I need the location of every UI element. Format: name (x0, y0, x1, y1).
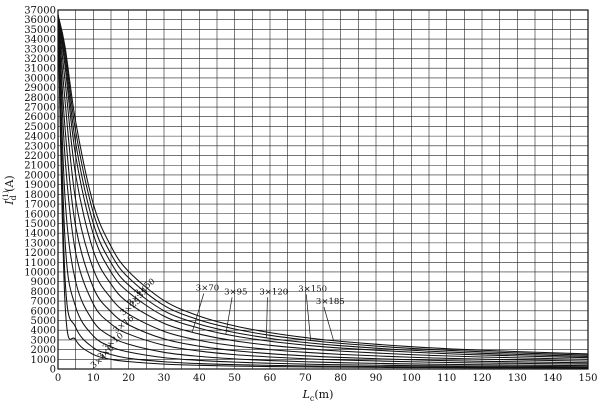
plot-frame (57, 9, 589, 370)
y-tick-label: 29000 (24, 83, 56, 94)
series-leader-line (266, 297, 268, 338)
series-leader-line (323, 306, 334, 341)
y-tick-label: 3000 (31, 335, 56, 346)
y-tick-label: 2000 (31, 345, 56, 356)
series-line (57, 14, 589, 364)
y-tick-label: 32000 (24, 54, 56, 65)
series-label: 3×70 (196, 283, 219, 293)
x-tick-label: 90 (370, 373, 383, 384)
series-leader-line (225, 297, 233, 335)
series-label: 3×95 (224, 287, 247, 297)
y-tick-label: 5000 (31, 316, 56, 327)
x-tick-label: 140 (543, 373, 562, 384)
x-tick-label: 80 (334, 373, 347, 384)
y-tick-label: 1000 (31, 355, 56, 366)
x-tick-label: 100 (402, 373, 421, 384)
y-axis-title: I(1)d (A) (2, 175, 18, 205)
y-tick-label: 33000 (24, 44, 56, 55)
y-tick-label: 11000 (24, 258, 56, 269)
y-tick-label: 24000 (24, 132, 56, 143)
x-tick-label: 120 (472, 373, 491, 384)
series-leader-line (191, 293, 205, 333)
y-tick-label: 15000 (24, 219, 56, 230)
x-tick-label: 70 (299, 373, 312, 384)
y-tick-label: 13000 (24, 238, 56, 249)
x-tick-label: 0 (55, 373, 61, 384)
x-tick-label: 150 (578, 373, 597, 384)
x-tick-label: 110 (437, 373, 456, 384)
y-tick-label: 36000 (24, 15, 56, 26)
y-tick-label: 35000 (24, 25, 56, 36)
y-tick-label: 12000 (24, 248, 56, 259)
series-line (57, 14, 589, 359)
x-tick-label: 130 (508, 373, 527, 384)
series-line (57, 14, 589, 367)
y-tick-label: 8000 (31, 287, 56, 298)
y-tick-label: 0 (50, 365, 56, 376)
series-line (57, 14, 589, 357)
y-tick-label: 20000 (24, 170, 56, 181)
x-tick-label: 40 (193, 373, 206, 384)
y-tick-label: 37000 (24, 6, 56, 17)
y-tick-label: 4000 (31, 326, 56, 337)
series-leader-line (305, 294, 311, 341)
x-axis-title: Lc(m) (302, 388, 334, 401)
y-tick-label: 17000 (24, 200, 56, 211)
y-tick-label: 28000 (24, 93, 56, 104)
y-tick-label: 10000 (24, 267, 56, 278)
y-tick-label: 18000 (24, 190, 56, 201)
y-tick-label: 30000 (24, 73, 56, 84)
x-tick-label: 50 (228, 373, 241, 384)
y-tick-label: 19000 (24, 180, 56, 191)
series-lines (57, 14, 589, 369)
x-tick-label: 20 (122, 373, 135, 384)
series-label: 3×185 (316, 297, 345, 307)
leader-lines (191, 293, 334, 341)
series-line (57, 14, 589, 369)
series-label: 3×150 (298, 284, 327, 294)
series-line (57, 14, 589, 365)
y-tick-label: 7000 (31, 297, 56, 308)
series-line (57, 14, 589, 362)
series-line (57, 14, 589, 369)
series-line (57, 14, 589, 360)
y-tick-label: 31000 (24, 64, 56, 75)
grid (57, 9, 589, 370)
x-tick-label: 60 (264, 373, 277, 384)
x-tick-label: 10 (87, 373, 100, 384)
series-line (57, 14, 589, 368)
y-tick-label: 23000 (24, 141, 56, 152)
y-tick-label: 6000 (31, 306, 56, 317)
y-tick-label: 22000 (24, 151, 56, 162)
y-tick-label: 14000 (24, 229, 56, 240)
y-tick-label: 25000 (24, 122, 56, 133)
y-tick-labels: 0100020003000400050006000700080009000100… (24, 6, 56, 376)
y-tick-label: 9000 (31, 277, 56, 288)
series-label: 3×120 (259, 287, 288, 297)
x-tick-labels: 0 10 20 30 40 50 60 70 80 90 100 110 120 130 140 150 (55, 373, 598, 384)
y-tick-label: 16000 (24, 209, 56, 220)
series-line (57, 14, 589, 355)
y-tick-label: 27000 (24, 103, 56, 114)
series-line (57, 14, 589, 356)
y-tick-label: 34000 (24, 35, 56, 46)
x-tick-label: 30 (158, 373, 171, 384)
y-tick-label: 26000 (24, 112, 56, 123)
y-tick-label: 21000 (24, 161, 56, 172)
